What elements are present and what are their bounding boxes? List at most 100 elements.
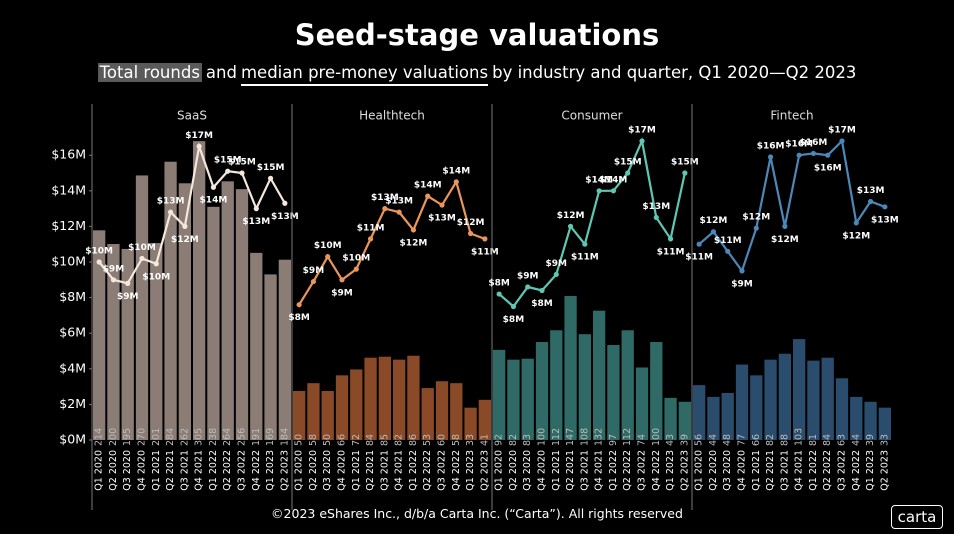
bar xyxy=(164,161,177,440)
point xyxy=(867,198,874,205)
subtitle: Total rounds and median pre-money valuatio… xyxy=(0,63,954,86)
x-tick-label: Q1 2020 xyxy=(694,450,705,491)
subtitle-text: by industry and quarter, Q1 2020—Q2 2023 xyxy=(492,63,857,82)
x-tick-label: Q1 2023 xyxy=(665,450,676,491)
point xyxy=(267,175,274,181)
x-tick-label: Q2 2022 xyxy=(822,450,833,491)
line xyxy=(498,137,686,309)
value-label: $12M xyxy=(457,218,485,228)
value-label: $11M xyxy=(714,236,742,246)
x-tick-label: Q3 2022 xyxy=(237,450,248,491)
bar-label: 82 xyxy=(765,434,776,446)
bar xyxy=(107,244,120,440)
value-label: $8M xyxy=(503,315,525,325)
bar-label: 83 xyxy=(522,434,533,446)
value-label: $14M xyxy=(442,166,470,176)
bar xyxy=(335,375,349,440)
line xyxy=(298,179,486,306)
value-label: $9M xyxy=(331,288,353,298)
x-tick-label: Q1 2021 xyxy=(351,450,362,491)
value-label: $11M xyxy=(571,253,599,263)
y-tick-label: $14M xyxy=(51,182,86,197)
bar-label: 48 xyxy=(722,434,733,446)
x-tick-label: Q4 2022 xyxy=(451,450,462,491)
bar xyxy=(378,356,391,440)
value-label: $12M xyxy=(771,235,799,245)
bar xyxy=(493,349,506,440)
x-tick-label: Q3 2022 xyxy=(437,450,448,491)
x-tick-label: Q4 2022 xyxy=(851,450,862,491)
bar-label: 103 xyxy=(794,428,805,446)
bar xyxy=(435,381,449,440)
point xyxy=(339,277,345,283)
bar-label: 44 xyxy=(851,434,862,446)
bar xyxy=(535,342,549,440)
bar xyxy=(750,375,763,440)
value-label: $14M xyxy=(200,196,228,206)
x-tick-label: Q4 2020 xyxy=(337,450,348,491)
value-label: $12M xyxy=(171,235,199,245)
point xyxy=(767,154,774,160)
bar xyxy=(664,397,677,440)
bar-label: 305 xyxy=(194,428,205,446)
bar-label: 41 xyxy=(479,434,490,446)
x-tick-label: Q4 2020 xyxy=(537,450,548,491)
logo: carta xyxy=(891,505,943,529)
bar xyxy=(135,175,149,441)
bar-label: 72 xyxy=(351,434,362,446)
bar xyxy=(607,344,620,440)
bar-label: 39 xyxy=(865,434,876,446)
value-label: $9M xyxy=(517,271,539,281)
bar xyxy=(778,353,791,440)
x-tick-label: Q4 2022 xyxy=(651,450,662,491)
bar xyxy=(521,358,534,440)
bar-label: 81 xyxy=(808,434,819,446)
bar-label: 82 xyxy=(394,434,405,446)
bar-label: 50 xyxy=(294,434,305,446)
x-tick-label: Q4 2021 xyxy=(194,450,205,491)
point xyxy=(696,241,702,247)
x-tick-label: Q1 2021 xyxy=(151,450,162,491)
value-label: $13M xyxy=(371,193,399,203)
value-label: $9M xyxy=(303,266,325,276)
bar-label: 66 xyxy=(337,434,348,446)
value-label: $9M xyxy=(546,259,568,269)
bar xyxy=(350,369,363,440)
value-label: $8M xyxy=(531,299,553,309)
x-tick-label: Q1 2023 xyxy=(465,450,476,491)
y-tick-label: $4M xyxy=(59,360,86,375)
point xyxy=(196,143,202,149)
point xyxy=(96,259,102,265)
point xyxy=(553,271,559,278)
x-tick-label: Q1 2022 xyxy=(408,450,419,491)
x-tick-label: Q2 2023 xyxy=(279,450,290,491)
value-label: $11M xyxy=(471,247,499,257)
point xyxy=(396,209,402,215)
bar xyxy=(121,248,134,440)
bar xyxy=(407,355,420,440)
bar xyxy=(593,310,606,440)
point xyxy=(510,303,517,310)
x-tick-label: Q1 2023 xyxy=(265,450,276,491)
value-label: $13M xyxy=(385,197,413,207)
bar xyxy=(364,357,377,440)
value-label: $9M xyxy=(731,279,753,289)
value-label: $15M xyxy=(228,158,256,168)
value-label: $16M xyxy=(800,138,828,148)
value-label: $13M xyxy=(242,217,270,227)
line xyxy=(98,141,286,285)
x-tick-label: Q2 2021 xyxy=(565,450,576,491)
point xyxy=(839,138,845,144)
point xyxy=(625,170,631,176)
point xyxy=(210,184,217,190)
x-tick-label: Q2 2023 xyxy=(879,450,890,491)
x-tick-label: Q2 2022 xyxy=(222,450,233,491)
title: Seed-stage valuations xyxy=(294,18,660,52)
value-label: $11M xyxy=(357,223,385,233)
bar-label: 86 xyxy=(408,434,419,446)
bar xyxy=(721,392,734,440)
point xyxy=(439,202,445,208)
point xyxy=(739,268,745,274)
bar xyxy=(464,407,477,440)
